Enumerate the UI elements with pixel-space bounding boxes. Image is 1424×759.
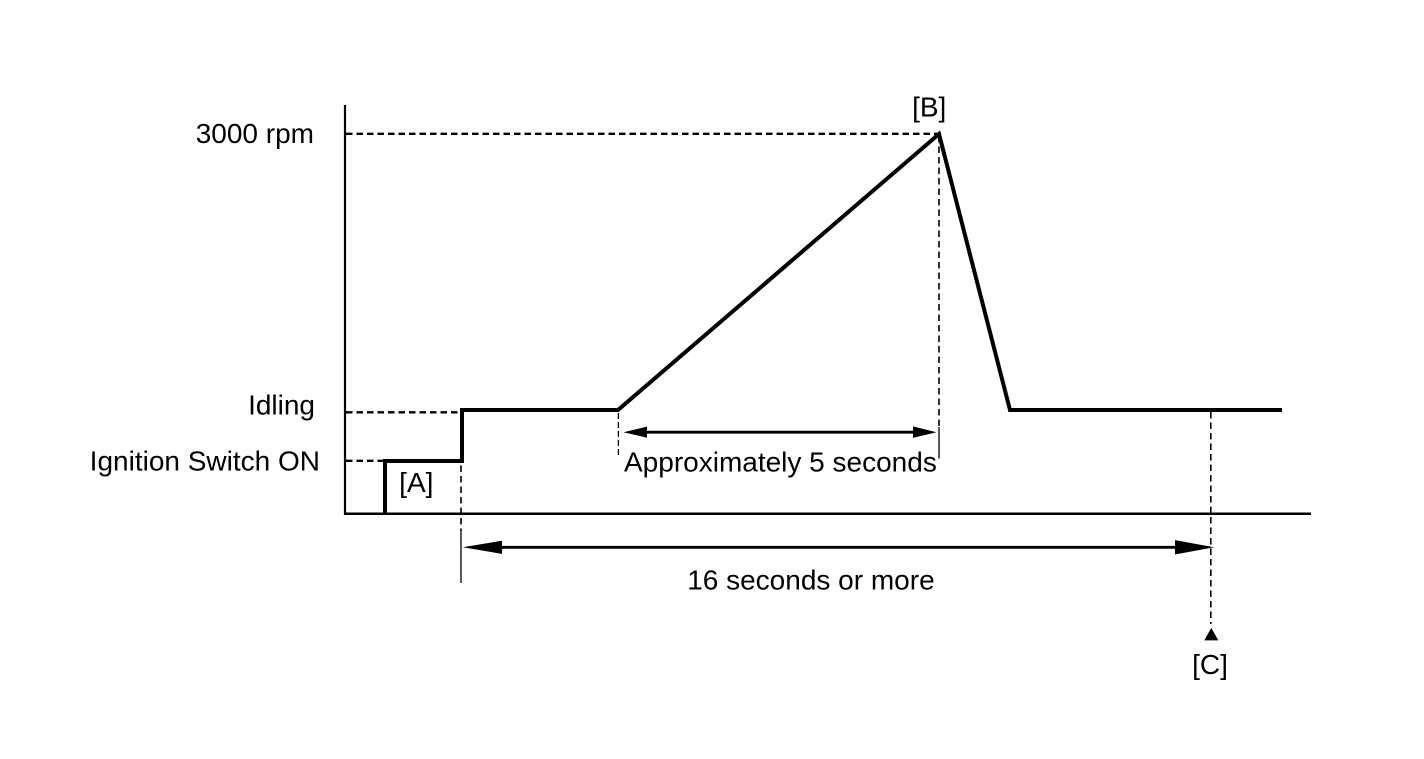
svg-text:[A]: [A] [399, 467, 433, 498]
svg-text:[B]: [B] [912, 92, 946, 123]
svg-text:Ignition Switch ON: Ignition Switch ON [90, 446, 320, 477]
svg-text:3000 rpm: 3000 rpm [196, 118, 314, 149]
svg-text:Idling: Idling [248, 390, 315, 421]
svg-text:16 seconds or more: 16 seconds or more [687, 564, 934, 595]
svg-text:[C]: [C] [1192, 649, 1228, 680]
svg-text:Approximately 5 seconds: Approximately 5 seconds [624, 447, 937, 478]
